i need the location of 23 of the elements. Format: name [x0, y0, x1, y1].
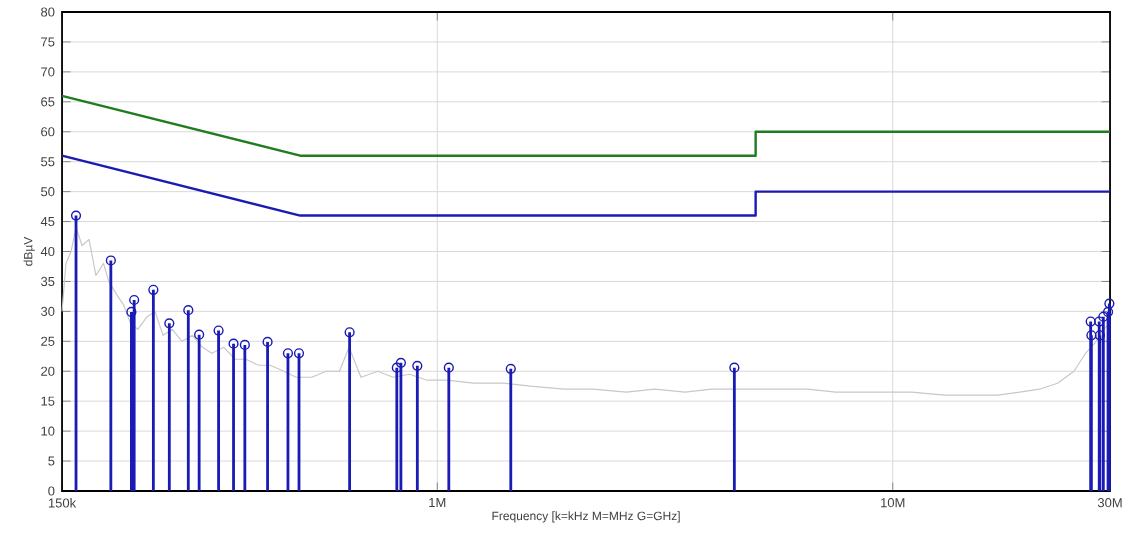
y-tick-label: 5	[48, 456, 55, 466]
y-tick-label: 80	[41, 7, 55, 17]
y-tick-label: 70	[41, 67, 55, 77]
y-axis-title: dBµV	[23, 236, 35, 266]
y-tick-label: 25	[41, 336, 55, 346]
y-tick-label: 65	[41, 97, 55, 107]
y-tick-label: 45	[40, 217, 55, 227]
x-tick-label: 1M	[429, 498, 446, 507]
x-tick-label: 30M	[1097, 498, 1122, 508]
x-axis-title: Frequency [k=kHz M=MHz G=GHz]	[492, 511, 680, 523]
y-tick-label: 50	[41, 187, 55, 197]
y-tick-label: 35	[41, 276, 55, 287]
y-tick-label: 10	[41, 426, 55, 436]
y-tick-label: 15	[41, 396, 55, 406]
y-tick-label: 0	[48, 486, 55, 496]
y-tick-label: 40	[40, 246, 55, 257]
y-tick-label: 60	[41, 127, 55, 137]
y-tick-label: 20	[41, 366, 55, 376]
x-tick-label: 150k	[48, 498, 77, 508]
y-tick-label: 30	[41, 306, 55, 316]
y-tick-label: 55	[41, 157, 55, 167]
x-tick-label: 10M	[881, 498, 905, 508]
y-tick-label: 75	[41, 37, 55, 47]
